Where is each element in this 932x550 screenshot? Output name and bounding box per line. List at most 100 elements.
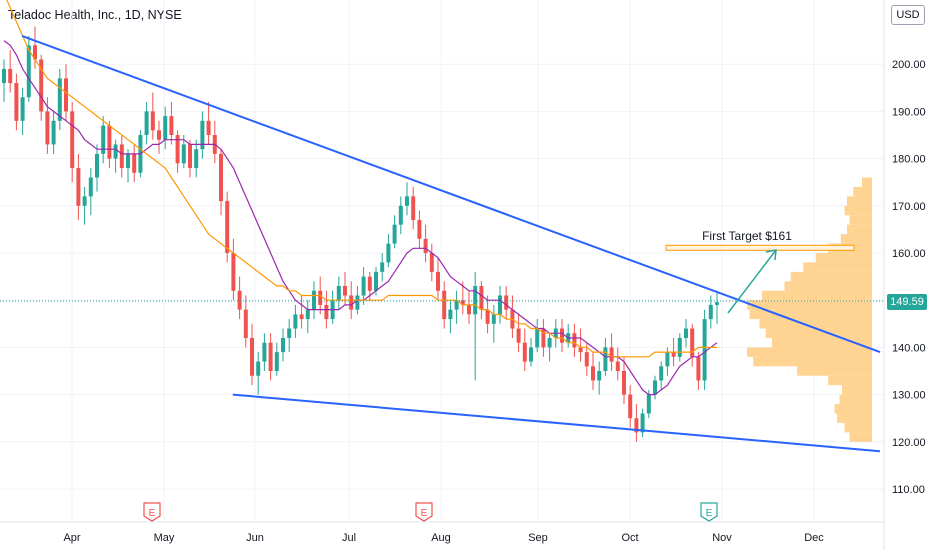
candle-body (584, 352, 589, 367)
candle-body (392, 224, 397, 244)
volume-profile-bar (747, 300, 872, 310)
candle-body (45, 111, 50, 145)
candle-body (628, 394, 633, 419)
y-tick-label: 180.00 (892, 154, 926, 166)
last-price-badge: 149.59 (887, 294, 927, 310)
volume-profile-bar (849, 215, 872, 225)
candle-body (2, 68, 6, 84)
y-tick-label: 120.00 (892, 437, 926, 449)
earnings-marker-label: E (706, 508, 713, 519)
candle-body (609, 347, 614, 362)
volume-profile-bar (784, 281, 872, 291)
candle-body (336, 286, 341, 301)
trendline[interactable] (21, 34, 881, 354)
candle-body (281, 337, 285, 353)
candle-body (194, 149, 199, 169)
candle-body (591, 366, 595, 381)
candle-body (107, 125, 112, 159)
candle-body (479, 286, 484, 310)
moving-average-slow-line (6, 0, 717, 358)
y-tick-label: 130.00 (892, 390, 926, 402)
candle-body (380, 262, 385, 272)
candle-body (671, 352, 676, 357)
candle-body (702, 319, 707, 381)
candle-body (324, 304, 329, 320)
candle-body (200, 120, 205, 150)
candle-body (82, 196, 87, 206)
candle-body (578, 347, 583, 353)
volume-profile-bar (842, 385, 872, 395)
y-tick-label: 190.00 (892, 106, 926, 118)
earnings-marker[interactable] (700, 502, 718, 522)
candle-body (386, 243, 391, 263)
candle-body (150, 111, 155, 131)
volume-profile-bar (762, 290, 872, 301)
volume-profile-bar (753, 356, 872, 367)
candle-body (39, 59, 44, 112)
candle-body (299, 314, 304, 320)
earnings-marker[interactable] (415, 502, 433, 522)
currency-button[interactable]: USD (891, 5, 925, 25)
candle-body (343, 286, 347, 296)
x-tick-label: Jun (246, 532, 264, 544)
candle-body (163, 116, 168, 140)
volume-profile-bar (803, 262, 872, 272)
candle-body (640, 413, 645, 433)
candle-body (572, 333, 577, 348)
candle-body (541, 328, 546, 348)
candle-body (696, 356, 701, 381)
candle-body (51, 120, 56, 145)
target-box[interactable] (665, 244, 855, 251)
volume-profile-bar (853, 186, 872, 197)
trendlines (21, 34, 881, 453)
candle-body (367, 276, 372, 291)
candle-body (597, 371, 602, 381)
x-tick-label: Apr (63, 532, 80, 544)
candle-body (535, 328, 540, 348)
x-tick-label: Nov (712, 532, 732, 544)
volume-profile-bar (790, 271, 872, 282)
volume-profile-bar (839, 394, 872, 405)
candle-body (64, 78, 68, 112)
moving-averages (3, 0, 718, 396)
candle-body (454, 300, 459, 310)
candle-body (268, 342, 273, 371)
candle-body (231, 253, 236, 291)
volume-profile-bar (759, 319, 872, 329)
candle-body (113, 144, 118, 159)
trendline[interactable] (232, 393, 881, 453)
candle-body (70, 111, 75, 169)
candle-body (522, 342, 527, 362)
candle-body (634, 418, 639, 433)
x-axis: Apr May Jun Jul Aug Sep Oct Nov Dec (63, 532, 824, 544)
volume-profile-bar (828, 375, 872, 386)
y-tick-label: 140.00 (892, 342, 926, 354)
candle-body (715, 302, 719, 305)
candle-body (126, 153, 130, 169)
candle-body (26, 45, 31, 98)
chart-title: Teladoc Health, Inc., 1D, NYSE (8, 8, 182, 22)
candle-body (20, 97, 25, 121)
candle-body (243, 309, 248, 338)
candle-body (398, 205, 403, 225)
candle-body (436, 271, 440, 291)
candle-body (646, 394, 651, 414)
candle-body (287, 328, 292, 338)
candle-body (225, 201, 230, 253)
candle-body (188, 144, 192, 169)
candle-body (206, 120, 211, 135)
candle-body (467, 304, 471, 315)
candle-body (504, 295, 509, 310)
candle-body (659, 366, 664, 381)
volume-profile-bar (847, 196, 872, 206)
candle-body (665, 352, 670, 367)
volume-profile-bar (849, 432, 872, 442)
earnings-marker[interactable] (143, 502, 161, 522)
candle-body (473, 286, 478, 315)
grid (0, 0, 884, 522)
candle-body (684, 328, 688, 338)
candle-body (460, 300, 465, 305)
candle-body (708, 304, 713, 320)
